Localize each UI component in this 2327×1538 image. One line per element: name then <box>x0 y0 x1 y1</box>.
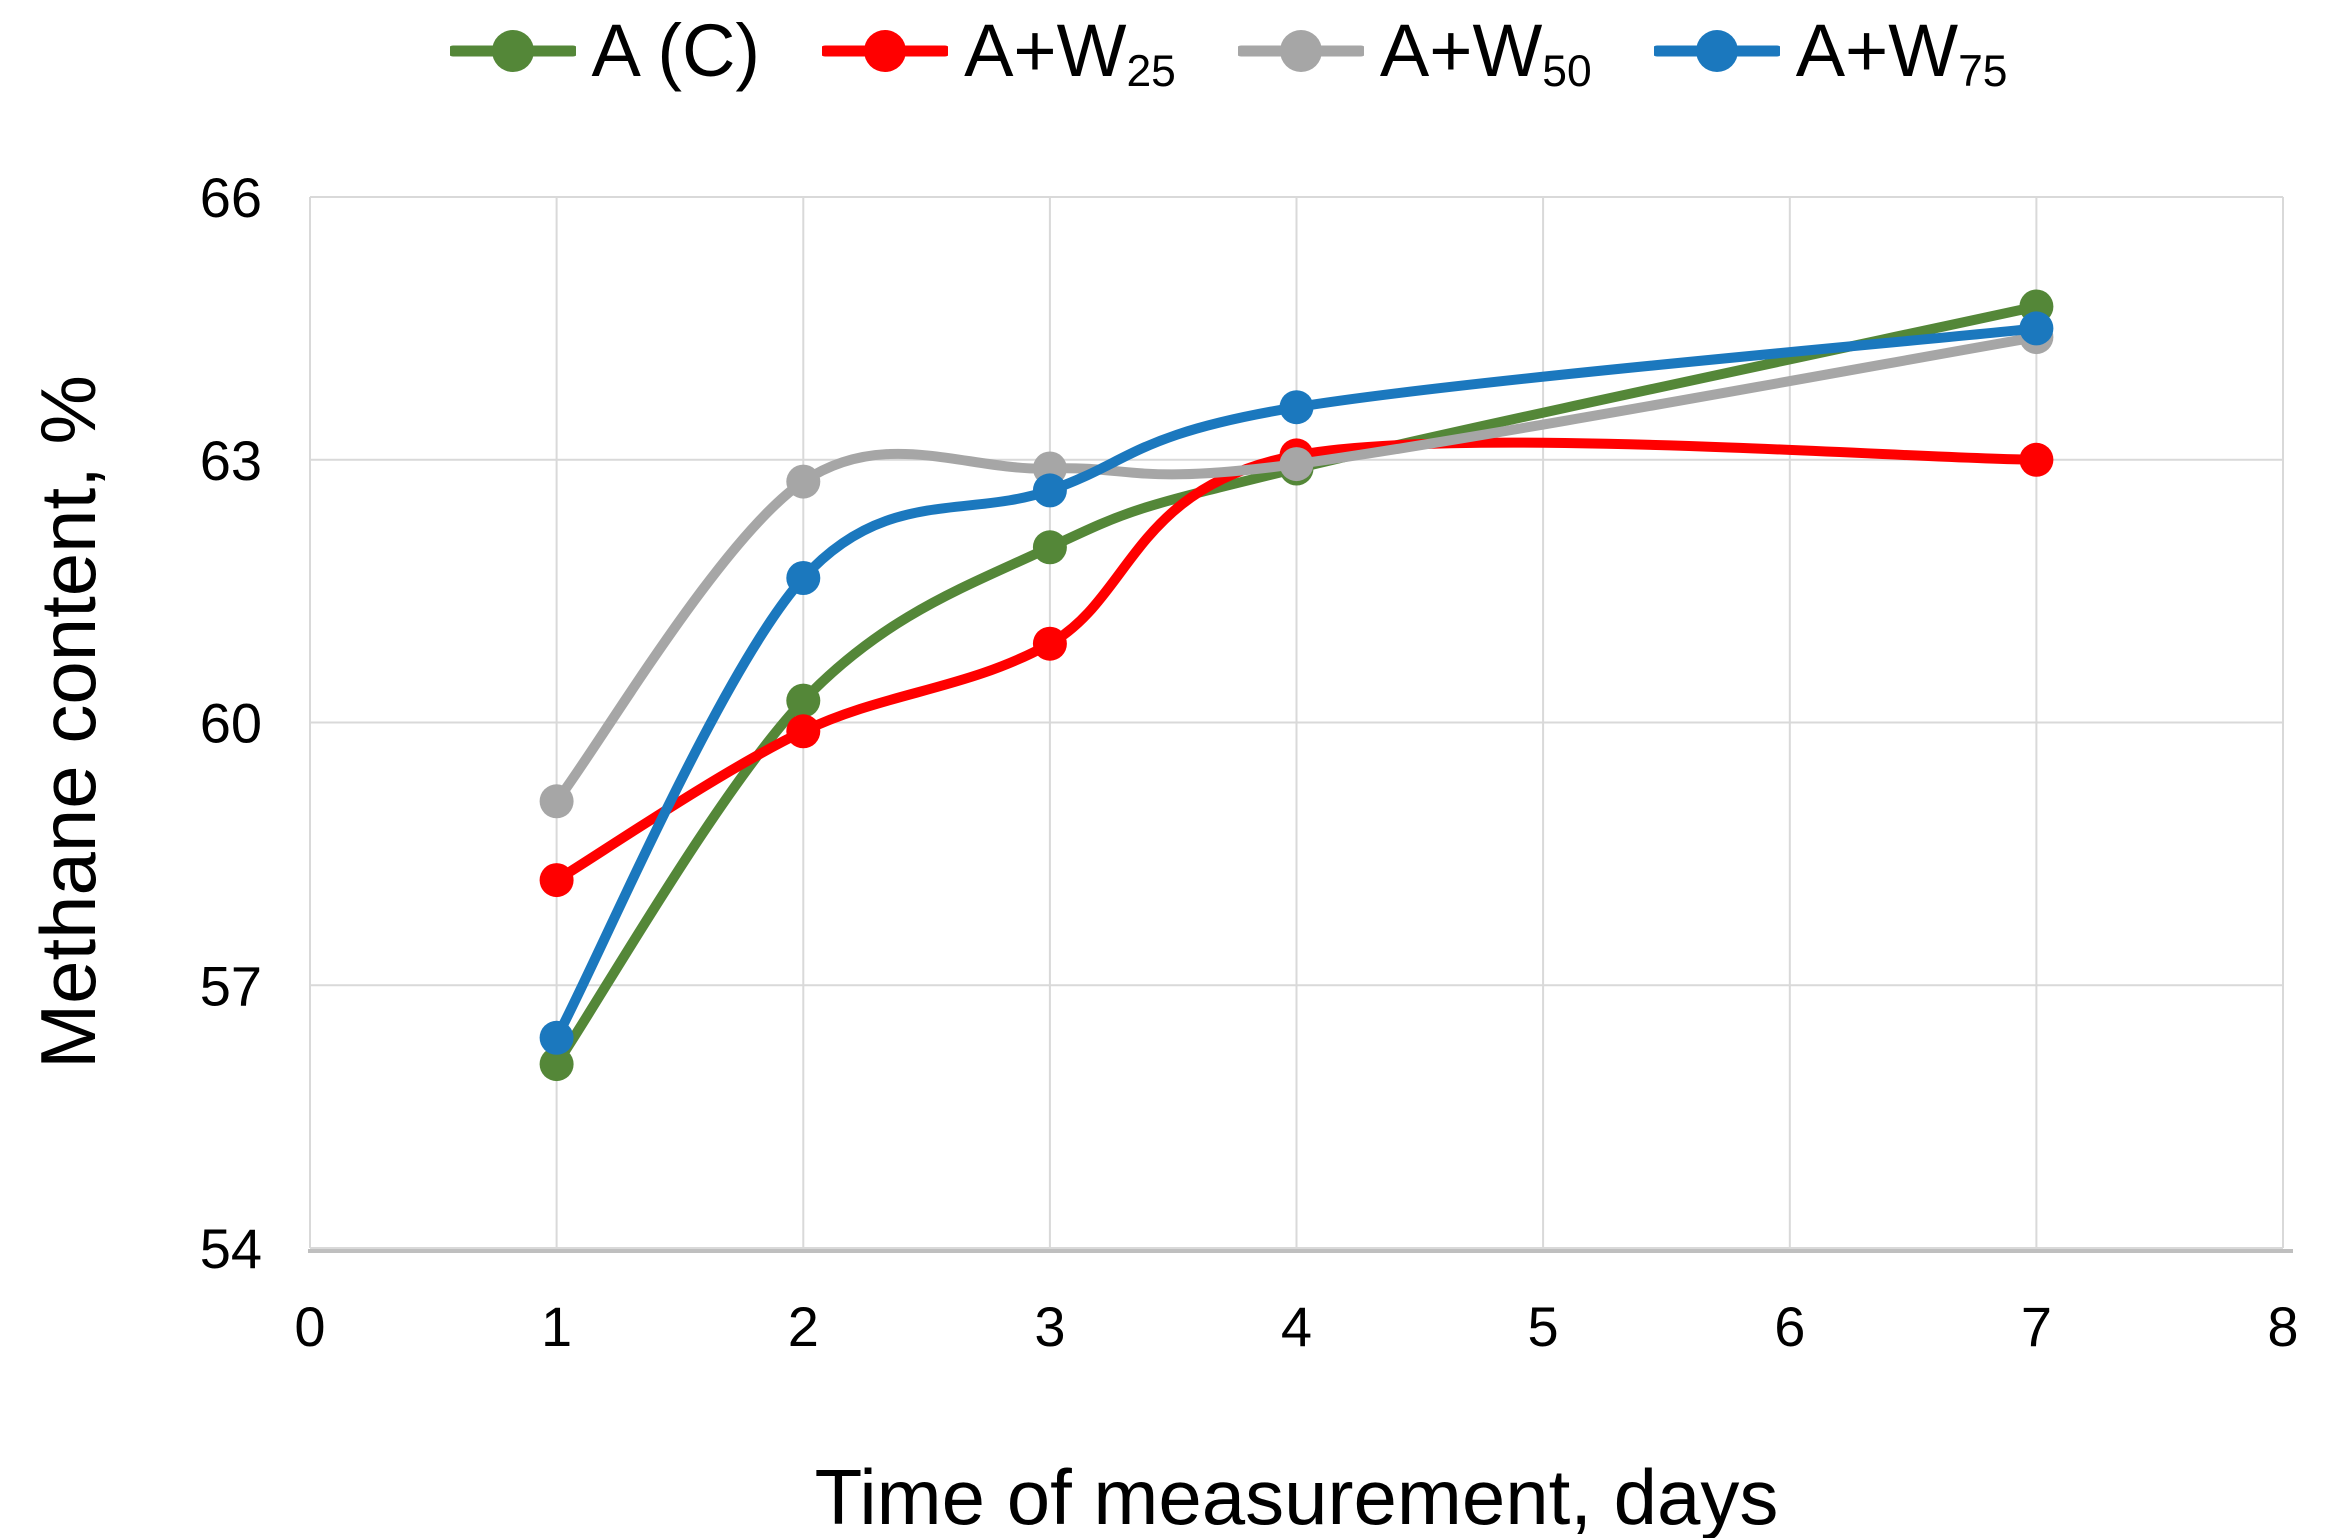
legend-item-a-w25: A+W25 <box>822 9 1176 96</box>
data-point-marker <box>786 464 821 499</box>
data-point-marker <box>1032 626 1067 661</box>
data-point-marker <box>1032 473 1067 508</box>
x-tick-label: 2 <box>788 1295 819 1358</box>
legend-label: A+W75 <box>1795 9 2008 96</box>
data-point-marker <box>786 683 821 718</box>
data-point-marker <box>1279 447 1314 482</box>
legend-marker-icon <box>1237 30 1364 72</box>
x-tick-label: 4 <box>1281 1295 1312 1358</box>
x-tick-label: 8 <box>2267 1295 2298 1358</box>
series-line-a-w25 <box>551 437 2042 886</box>
data-point-marker <box>1032 530 1067 565</box>
legend-item-a-c: A (C) <box>449 9 761 92</box>
y-tick-label: 54 <box>200 1217 262 1280</box>
legend-label: A+W25 <box>964 9 1176 96</box>
data-point-marker <box>1279 390 1314 425</box>
legend-item-a-w75: A+W75 <box>1653 9 2008 96</box>
x-tick-label: 5 <box>1528 1295 1559 1358</box>
legend-marker-icon <box>822 30 949 72</box>
x-tick-label: 3 <box>1034 1295 1065 1358</box>
x-tick-label: 7 <box>2021 1295 2052 1358</box>
chart-legend: A (C) A+W25 A+W50 A+W75 <box>0 9 2327 96</box>
legend-item-a-w50: A+W50 <box>1237 9 1592 96</box>
y-tick-label: 60 <box>200 692 262 755</box>
data-point-marker <box>539 1047 574 1082</box>
legend-marker-icon <box>449 30 576 72</box>
x-tick-label: 1 <box>541 1295 572 1358</box>
series-line-a-w50 <box>551 332 2042 807</box>
y-tick-label: 63 <box>200 429 262 492</box>
x-axis-title: Time of measurement, days <box>814 1453 1779 1538</box>
data-point-marker <box>2019 442 2054 477</box>
data-point-marker <box>539 784 574 819</box>
legend-label: A+W50 <box>1379 9 1592 96</box>
y-tick-label: 66 <box>200 166 262 229</box>
x-tick-label: 6 <box>1774 1295 1805 1358</box>
data-point-marker <box>786 561 821 595</box>
data-point-marker <box>539 863 574 898</box>
data-point-marker <box>2019 311 2054 346</box>
y-tick-label: 57 <box>200 954 262 1017</box>
y-axis-title: Methane content, % <box>24 375 112 1069</box>
legend-label: A (C) <box>591 9 761 92</box>
data-point-marker <box>786 714 821 749</box>
series-line-a-c- <box>551 301 2042 1070</box>
legend-marker-icon <box>1653 30 1780 72</box>
x-tick-label: 0 <box>294 1295 325 1358</box>
data-point-marker <box>539 1020 574 1055</box>
